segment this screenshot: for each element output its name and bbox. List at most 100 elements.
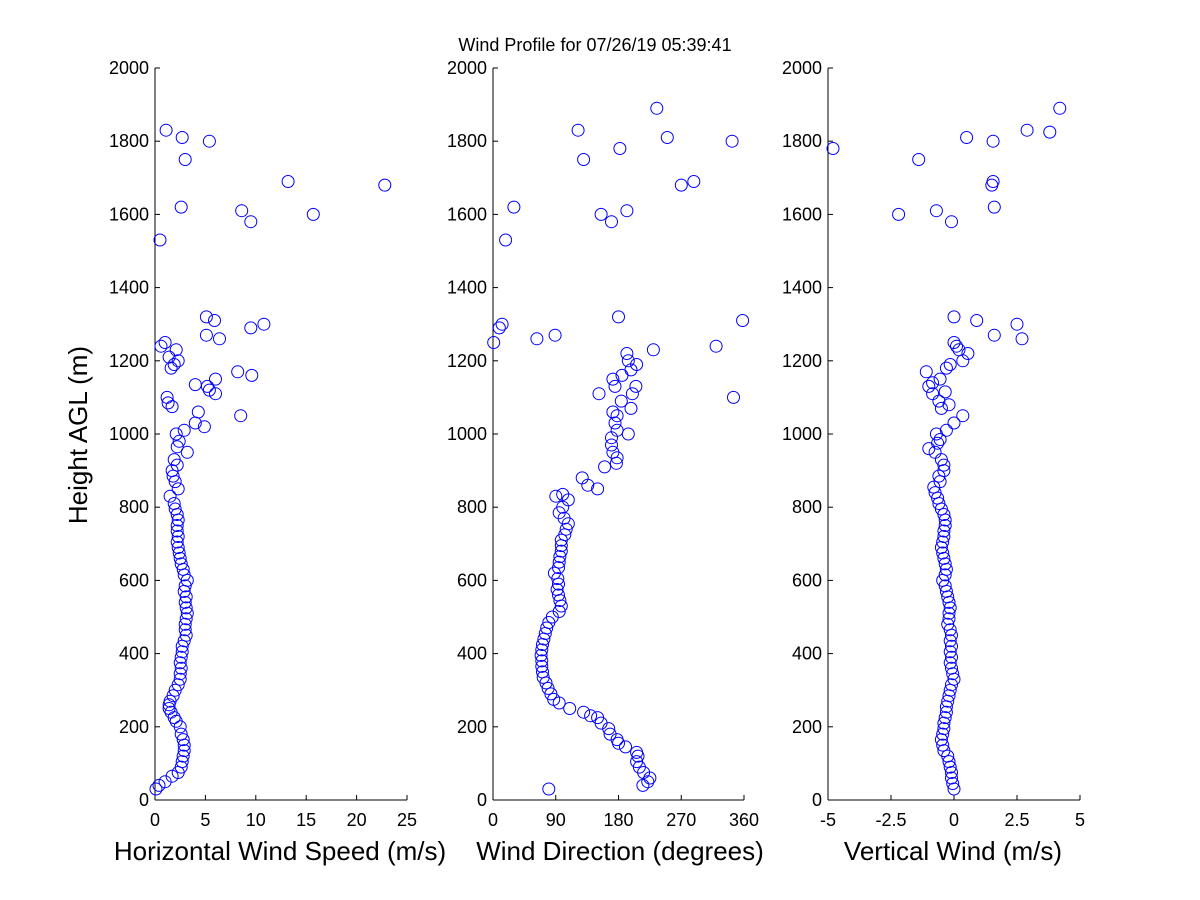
speed-data-point: [202, 383, 216, 397]
vertical-data-point: [931, 436, 945, 450]
vertical-data-point: [942, 606, 956, 620]
vertical-data-point: [936, 546, 950, 560]
speed-data-point: [166, 689, 180, 703]
direction-y-tick-label: 400: [457, 644, 487, 664]
speed-data-point: [172, 546, 186, 560]
vertical-data-point: [1010, 317, 1024, 331]
speed-data-point: [170, 440, 184, 454]
speed-x-tick-label: 25: [397, 810, 417, 830]
vertical-data-point: [1015, 332, 1029, 346]
speed-data-point: [167, 453, 181, 467]
speed-data-point: [176, 733, 190, 747]
speed-data-point: [159, 123, 173, 137]
vertical-data-point: [926, 376, 940, 390]
speed-data-point: [178, 617, 192, 631]
speed-data-point: [178, 153, 192, 166]
direction-data-point: [499, 233, 513, 247]
direction-data-point: [605, 438, 618, 452]
direction-data-point: [608, 379, 622, 393]
direction-y-tick-label: 1400: [447, 278, 487, 298]
speed-data-point: [171, 541, 185, 554]
speed-data-point: [191, 405, 205, 419]
direction-data-point: [556, 487, 570, 501]
direction-x-tick-label: 270: [666, 810, 696, 830]
speed-data-point: [169, 427, 183, 441]
speed-data-point: [167, 358, 181, 371]
vertical-data-point: [926, 387, 940, 401]
direction-panel: 0 200 400 600 800 1000 1200 1400 1600 1800 2000 0 90…: [447, 58, 759, 830]
direction-data-point: [606, 372, 620, 386]
speed-data-point: [149, 782, 163, 796]
direction-data-point: [621, 427, 635, 441]
vertical-data-point: [945, 215, 958, 229]
speed-data-point: [202, 134, 216, 148]
speed-data-point: [165, 400, 179, 414]
vertical-data-point: [937, 722, 951, 736]
direction-data-point: [660, 131, 674, 144]
speed-y-tick-label: 1000: [109, 424, 149, 444]
direction-y-tick-label: 1600: [447, 204, 487, 224]
vertical-data-point: [939, 423, 953, 437]
direction-data-point: [614, 394, 628, 408]
speed-x-tick-label: 20: [347, 810, 367, 830]
vertical-y-tick-label: 800: [792, 497, 822, 517]
vertical-data-point: [952, 343, 966, 357]
speed-data-point: [281, 175, 295, 188]
vertical-data-point: [937, 716, 951, 730]
speed-data-point: [257, 317, 271, 331]
direction-data-point: [619, 740, 632, 754]
vertical-data-point: [929, 427, 943, 441]
direction-y-tick-label: 600: [457, 570, 487, 590]
vertical-data-point: [938, 557, 952, 571]
speed-data-point: [160, 390, 174, 404]
direction-x-tick-label: 0: [488, 810, 498, 830]
vertical-data-point: [942, 398, 956, 412]
direction-data-point: [540, 621, 554, 635]
speed-data-point: [378, 178, 392, 192]
direction-data-point: [548, 328, 562, 342]
vertical-data-point: [970, 314, 984, 327]
vertical-data-point: [987, 328, 1001, 342]
speed-data-point: [174, 650, 188, 664]
speed-data-point: [244, 215, 258, 229]
direction-data-point: [535, 659, 549, 673]
direction-data-point: [552, 561, 565, 575]
direction-data-point: [554, 544, 568, 558]
direction-data-point: [630, 358, 644, 371]
vertical-y-tick-label: 1600: [782, 204, 822, 224]
direction-data-point: [608, 416, 622, 430]
vertical-y-tick-label: 0: [812, 790, 822, 810]
direction-data-point: [606, 405, 620, 419]
speed-data-point: [158, 336, 172, 349]
speed-data-point: [176, 749, 190, 763]
direction-data-point: [709, 339, 723, 353]
direction-data-point: [598, 460, 612, 474]
direction-data-point: [542, 782, 556, 796]
speed-data-point: [170, 524, 184, 538]
direction-data-point: [535, 643, 549, 657]
speed-x-tick-label: 15: [296, 810, 316, 830]
vertical-y-tick-label: 600: [792, 570, 822, 590]
speed-data-point: [162, 350, 176, 364]
speed-data-point: [171, 482, 185, 496]
vertical-data-point: [937, 551, 951, 565]
direction-data-point: [674, 178, 688, 192]
direction-data-point: [630, 755, 644, 769]
speed-x-tick-label: 5: [200, 810, 210, 830]
speed-data-point: [175, 645, 189, 659]
direction-y-tick-label: 0: [477, 790, 487, 810]
vertical-data-point: [938, 519, 952, 532]
speed-data-point: [213, 332, 226, 346]
vertical-data-point: [1020, 123, 1034, 137]
direction-data-point: [603, 727, 617, 741]
speed-data-point: [168, 502, 182, 516]
direction-data-point: [591, 711, 605, 725]
direction-y-tick-label: 1800: [447, 131, 487, 151]
vertical-y-tick-label: 200: [792, 717, 822, 737]
speed-data-point: [235, 204, 249, 218]
direction-y-tick-label: 2000: [447, 58, 487, 78]
vertical-panel: 0 200 400 600 800 1000 1200 1400 1600 1800 2000 -5 -…: [782, 58, 1085, 830]
direction-data-point: [650, 101, 664, 115]
